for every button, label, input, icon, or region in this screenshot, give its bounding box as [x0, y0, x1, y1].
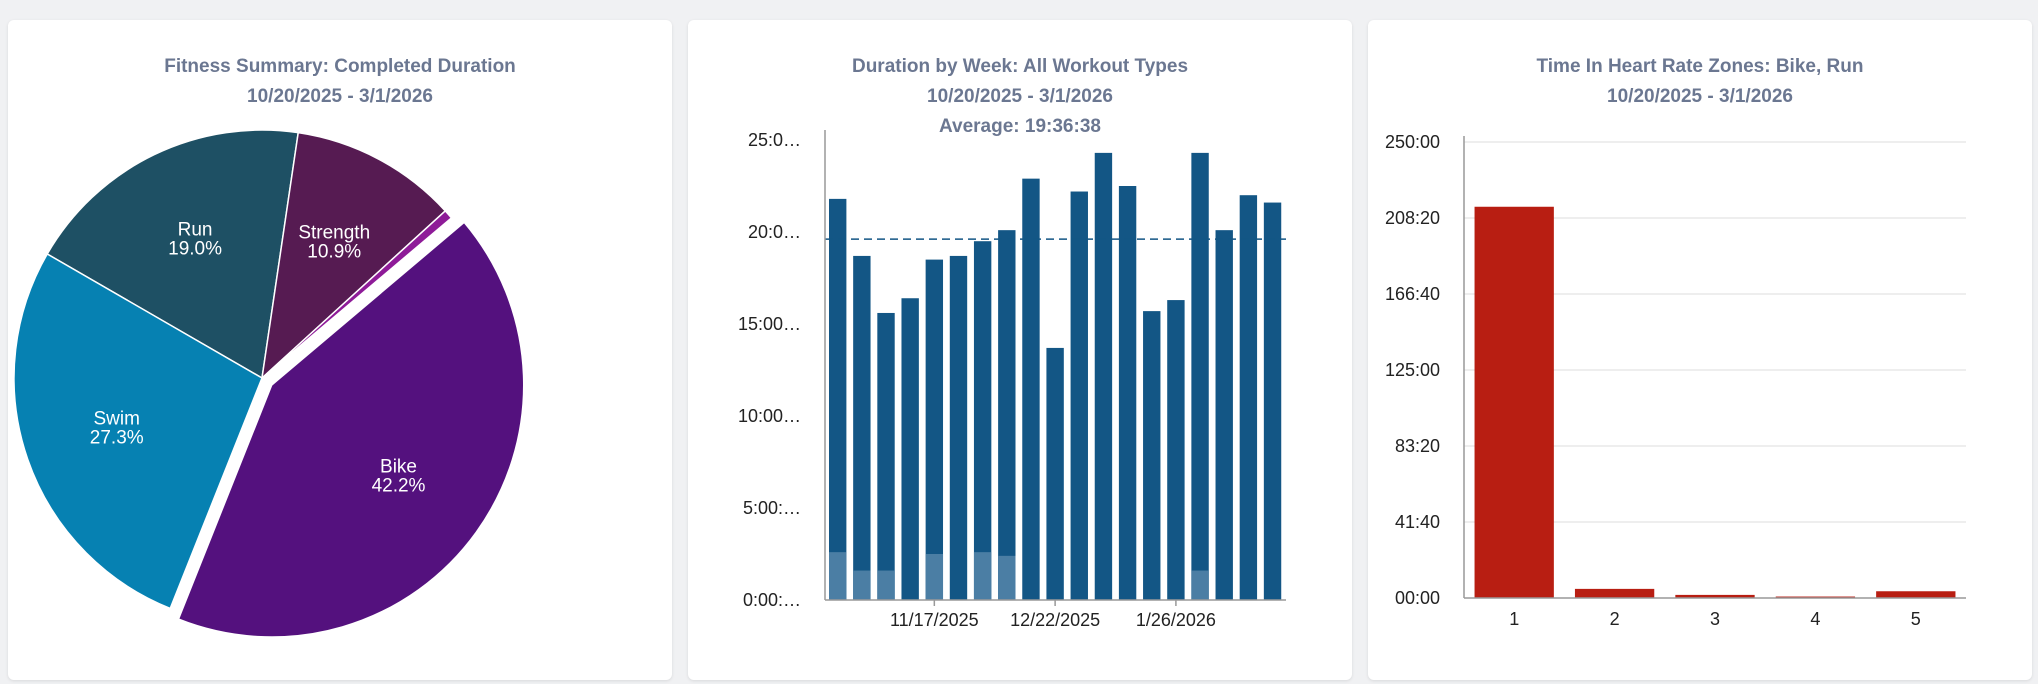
bar	[1263, 202, 1282, 600]
bar	[973, 241, 992, 600]
x-tick-label: 12/22/2025	[1010, 610, 1100, 630]
pie-slice-swim	[13, 252, 263, 610]
bar	[1143, 311, 1161, 600]
weekly-bar-chart: 0:00:… 5:00:… 10:00… 15:00… 20:0… 25:0… 11/17/…	[738, 130, 1286, 630]
bar	[1070, 191, 1088, 600]
y-tick-label: 83:20	[1395, 436, 1440, 456]
bar	[853, 255, 871, 601]
bar	[1876, 591, 1956, 598]
bar	[1022, 178, 1040, 600]
bar	[925, 259, 944, 600]
bar-segment	[925, 554, 944, 600]
y-tick-label: 5:00:…	[743, 498, 801, 518]
zones-bar-chart: 00:00 41:40 83:20 125:00 166:40 208:20 250:00 1…	[1385, 132, 1966, 629]
pie-slice-other	[261, 209, 453, 379]
bar-segment	[877, 570, 895, 600]
x-tick-label: 11/17/2025	[890, 610, 979, 630]
y-tick-label: 00:00	[1395, 588, 1440, 608]
bar-segment	[1191, 570, 1209, 600]
bar-segment	[973, 552, 992, 600]
bar	[998, 230, 1016, 600]
bar	[1239, 195, 1258, 600]
heart-rate-panel: Time In Heart Rate Zones: Bike, Run 10/2…	[1368, 20, 2032, 680]
bar	[1474, 206, 1554, 598]
y-tick-label: 125:00	[1385, 360, 1440, 380]
bar	[1167, 300, 1185, 600]
pie-chart-panel: Fitness Summary: Completed Duration 10/2…	[8, 20, 672, 680]
slice-label: Bike	[380, 456, 417, 477]
chart-title: Time In Heart Rate Zones: Bike, Run	[1536, 56, 1864, 77]
bar	[1191, 152, 1209, 600]
average-label: Average: 19:36:38	[939, 116, 1101, 137]
weekly-duration-panel: Duration by Week: All Workout Types 10/2…	[688, 20, 1352, 680]
chart-subtitle: 10/20/2025 - 3/1/2026	[1607, 86, 1793, 107]
y-tick-label: 20:0…	[748, 222, 801, 242]
y-tick-label: 166:40	[1385, 284, 1440, 304]
bar	[1094, 152, 1113, 600]
y-tick-label: 15:00…	[738, 314, 801, 334]
x-tick-label: 2	[1610, 609, 1620, 629]
slice-percent: 19.0%	[168, 239, 222, 260]
y-tick-label: 25:0…	[748, 130, 801, 150]
slice-percent: 10.9%	[307, 241, 361, 262]
slice-label: Run	[178, 220, 213, 241]
bar	[829, 198, 847, 600]
pie-slice-strength	[260, 131, 447, 380]
bar	[1046, 347, 1064, 600]
y-tick-label: 10:00…	[738, 406, 801, 426]
bar	[877, 312, 895, 600]
x-tick-label: 3	[1710, 609, 1720, 629]
bar	[1675, 594, 1755, 598]
pie-slice-run	[46, 129, 300, 380]
chart-subtitle: 10/20/2025 - 3/1/2026	[927, 86, 1113, 107]
pie-slice-bike	[177, 221, 525, 638]
x-tick-label: 5	[1911, 609, 1921, 629]
slice-label: Swim	[94, 408, 140, 429]
slice-percent: 27.3%	[90, 427, 144, 448]
bar	[1215, 230, 1233, 600]
bar-segment	[853, 570, 871, 600]
chart-subtitle: 10/20/2025 - 3/1/2026	[247, 86, 433, 107]
bar	[949, 255, 968, 601]
slice-percent: 42.2%	[372, 475, 426, 496]
slice-label: Strength	[298, 222, 370, 243]
x-tick-label: 4	[1810, 609, 1820, 629]
bar	[901, 298, 919, 600]
y-tick-label: 208:20	[1385, 208, 1440, 228]
bar-segment	[829, 552, 847, 600]
bar	[1574, 588, 1655, 598]
y-tick-label: 41:40	[1395, 512, 1440, 532]
y-tick-label: 250:00	[1385, 132, 1440, 152]
x-tick-label: 1	[1509, 609, 1519, 629]
y-tick-label: 0:00:…	[743, 590, 801, 610]
x-tick-label: 1/26/2026	[1136, 610, 1216, 630]
bar	[1118, 186, 1137, 600]
bar-segment	[998, 555, 1016, 600]
chart-title: Fitness Summary: Completed Duration	[164, 56, 516, 77]
chart-title: Duration by Week: All Workout Types	[851, 56, 1189, 77]
